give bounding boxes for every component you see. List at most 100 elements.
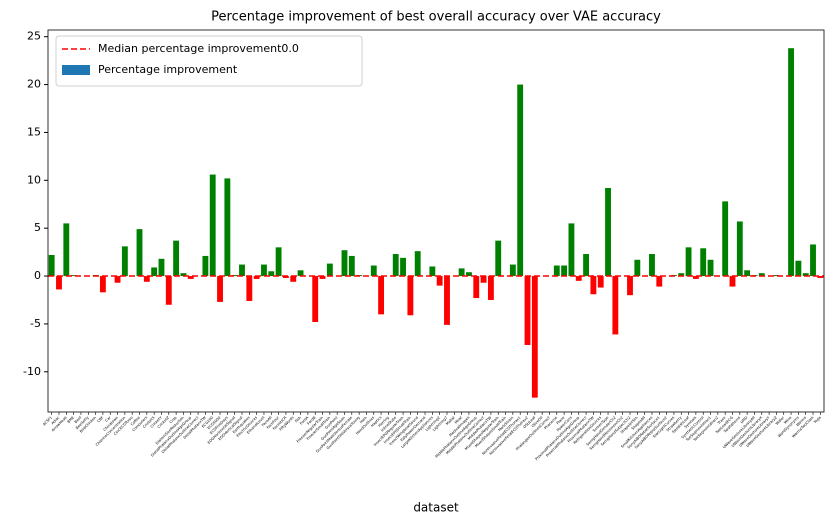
bar	[121, 246, 128, 277]
bar	[209, 174, 216, 277]
bar	[597, 276, 604, 288]
bar	[744, 270, 751, 277]
bar	[297, 270, 304, 277]
bar	[253, 276, 260, 279]
bar	[758, 273, 765, 277]
bar	[48, 254, 55, 277]
bar	[63, 223, 70, 277]
y-tick-label: 5	[34, 221, 41, 234]
bar	[224, 178, 231, 277]
legend-swatch	[62, 65, 90, 75]
bar	[736, 221, 743, 277]
bar	[165, 276, 172, 305]
bar	[348, 255, 355, 277]
bar	[700, 248, 707, 277]
bar	[326, 263, 333, 277]
x-tick-label: Yoga	[813, 416, 822, 425]
bar	[509, 264, 516, 277]
bar	[729, 276, 736, 287]
bar	[400, 257, 406, 277]
bar	[143, 276, 150, 282]
bar	[575, 276, 582, 281]
bar	[810, 244, 816, 277]
bar	[231, 275, 238, 277]
x-tick-label: UMD	[740, 415, 749, 424]
bar	[487, 276, 494, 300]
x-tick-label: Worms	[796, 416, 808, 428]
x-tick-label: Ham	[359, 415, 368, 424]
legend-label: Median percentage improvement0.0	[98, 42, 299, 55]
bar	[795, 260, 802, 277]
bar	[524, 276, 531, 345]
bar	[70, 275, 77, 277]
bar	[590, 276, 597, 295]
x-tick-label: Beef	[74, 415, 83, 424]
bar	[531, 276, 538, 398]
x-tick-label: Wine	[783, 415, 793, 425]
bar	[114, 276, 121, 283]
bar	[692, 276, 699, 279]
y-tick-label: -10	[23, 365, 41, 378]
bar	[656, 276, 663, 287]
bar	[612, 276, 619, 335]
bar	[378, 276, 385, 315]
bar	[414, 251, 421, 277]
bar	[561, 265, 568, 277]
bar	[136, 229, 143, 277]
bar	[458, 268, 465, 277]
x-tick-label: Meat	[454, 415, 464, 425]
x-tick-label: Mallat	[445, 415, 456, 426]
bar	[151, 267, 158, 277]
legend-label: Percentage improvement	[98, 63, 238, 76]
bar	[649, 254, 655, 277]
bar	[180, 273, 187, 277]
x-tick-label: Fish	[294, 416, 302, 424]
bar	[246, 276, 253, 301]
y-tick-label: 15	[27, 125, 41, 138]
bar	[517, 84, 524, 277]
bar	[158, 258, 165, 277]
bar	[480, 276, 487, 283]
bar	[429, 266, 436, 277]
legend-box	[55, 35, 363, 87]
bar	[275, 247, 282, 277]
x-tick-label: Coffee	[130, 415, 142, 427]
bar	[627, 276, 633, 296]
bar	[773, 275, 780, 277]
x-tick-label: FordB	[307, 415, 317, 425]
bar	[678, 273, 685, 277]
bar	[802, 273, 809, 277]
bar	[817, 276, 824, 278]
bar	[173, 240, 180, 277]
x-tick-label: Wafer	[775, 415, 786, 426]
x-tick-label: BME	[67, 415, 76, 424]
bar	[392, 254, 399, 277]
bar	[290, 276, 297, 282]
y-tick-label: 0	[34, 269, 41, 282]
bar	[56, 276, 62, 290]
bar	[261, 264, 267, 277]
bar	[495, 240, 502, 277]
y-tick-label: -5	[30, 317, 41, 330]
y-tick-label: 10	[27, 173, 41, 186]
x-tick-label: ACSF1	[42, 416, 53, 427]
x-tick-label: Plane	[556, 415, 566, 425]
plot-frame	[47, 29, 825, 413]
bar	[473, 276, 480, 299]
y-tick-label: 20	[27, 78, 41, 91]
bar	[268, 271, 275, 277]
bar	[553, 265, 560, 277]
bar	[722, 201, 729, 277]
x-tick-label: Car	[104, 415, 112, 423]
chart-title: Percentage improvement of best overall a…	[211, 10, 661, 25]
bar	[568, 223, 575, 277]
bar	[634, 259, 641, 277]
bar	[466, 272, 472, 277]
x-tick-label: FordA	[299, 415, 309, 425]
bar	[444, 276, 450, 325]
bar	[319, 276, 326, 279]
bar	[370, 265, 377, 277]
x-tick-label: Adiac	[51, 416, 61, 426]
bar	[202, 255, 209, 277]
